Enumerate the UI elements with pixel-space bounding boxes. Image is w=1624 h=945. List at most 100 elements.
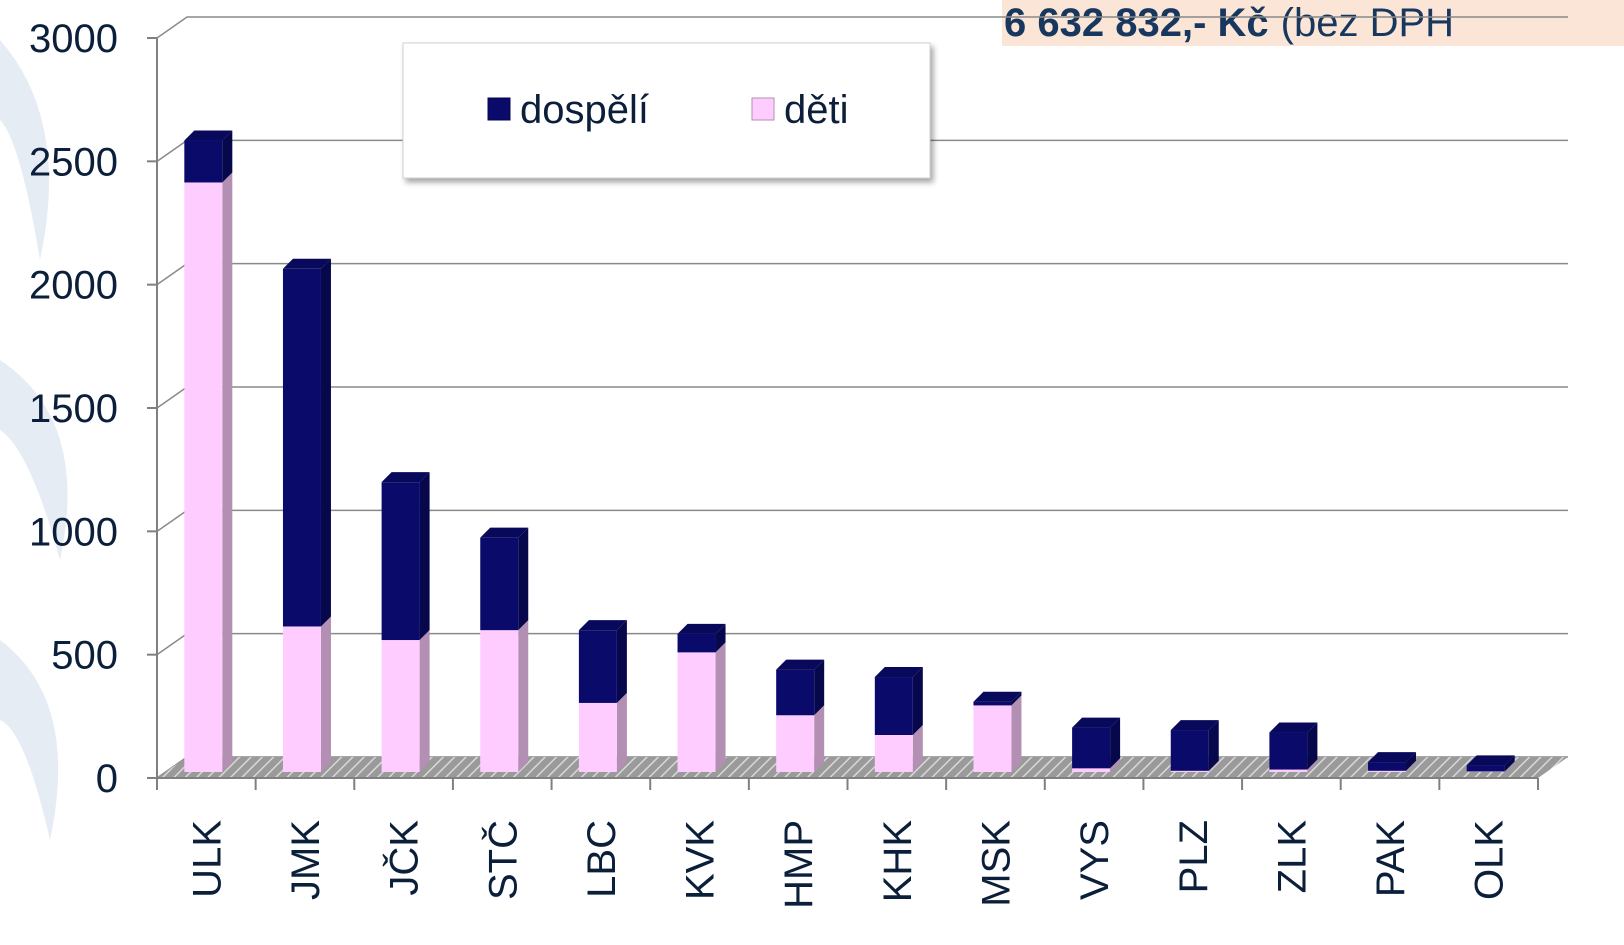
legend: dospělí děti [402,42,931,179]
bar-side [1504,755,1515,772]
bar [677,652,716,772]
bar-side [320,616,331,772]
grid-line [156,262,1568,286]
bar-side [912,667,923,735]
legend-swatch [487,97,511,121]
x-tick-label: HMP [777,820,821,909]
annotation: 6 632 832,- Kč (bez DPH [1004,1,1454,45]
bar-top [1170,720,1219,731]
bar [776,669,815,716]
bar [973,705,1012,772]
bar [1072,768,1111,772]
grid-line [156,509,1568,532]
bar-side [1406,752,1417,771]
bar [1466,765,1505,772]
bar-top [1072,717,1121,728]
bar-side [1307,759,1318,772]
bar [381,482,420,641]
x-tick-label: LBC [580,820,624,898]
bar [1072,727,1111,769]
bar [282,268,321,627]
annotation-bold: 6 632 832,- Kč [1004,1,1269,45]
bar-side [419,630,430,772]
bar [184,140,223,183]
floor [157,757,1568,778]
bar-side [1504,761,1515,772]
bar-side [616,692,627,772]
grid-line [156,16,1568,39]
bar [1368,770,1407,772]
y-tick-label: 500 [51,634,118,678]
x-tick-label: OLK [1468,820,1512,900]
bar [973,701,1012,706]
bar-side [715,623,726,653]
x-tick-label: ULK [185,820,229,898]
bar [1368,762,1407,771]
bar [874,677,913,735]
bar-top [973,691,1022,702]
bar [1269,769,1308,772]
x-tick-label: STČ [480,820,525,900]
x-tick-label: JMK [284,820,328,900]
bar [677,633,716,653]
background-decoration [0,40,68,840]
bar-side [715,642,726,772]
grid-line [156,632,1568,656]
bar [282,626,321,772]
bar [480,630,519,772]
x-tick-label: KVK [679,820,723,900]
bar-top [1269,722,1318,733]
bar-side [1208,760,1219,772]
axes: 0 500 1000 1500 2000 2500 3000 ULK JMK JČK STČ LBC K… [29,17,1539,909]
bar [874,735,913,772]
annotation-normal: (bez DPH [1281,1,1454,45]
bar [578,702,617,772]
bar [480,537,519,631]
bar [1170,770,1209,772]
bar-top [578,620,627,631]
bar [776,715,815,772]
bar-side [320,258,331,627]
bar-side [1110,758,1121,772]
bar-side [518,527,529,631]
bar-side [814,705,825,772]
bar-top [184,130,233,141]
bar-side [1307,722,1318,770]
legend-box [402,42,931,179]
y-tick-label: 2000 [29,264,118,308]
x-tick-label: ZLK [1270,820,1314,894]
bar-side [1011,695,1022,772]
bar [184,182,223,772]
bar-side [1208,720,1219,771]
bar-top [1368,752,1417,763]
bar-side [616,620,627,703]
y-tick-label: 1500 [29,387,118,431]
bar-side [222,130,233,183]
grid-line [156,386,1568,409]
legend-label: dospělí [520,88,649,132]
y-tick-label: 2500 [29,140,118,184]
bar-top [381,472,430,483]
bar-side [1406,760,1417,772]
bars [184,130,1515,772]
bar-top [677,623,726,634]
bar-side [419,472,430,641]
bar-side [222,172,233,772]
bar [1269,732,1308,770]
x-tick-label: KHK [876,820,920,903]
bar-side [912,725,923,772]
bar-side [518,620,529,772]
annotation-background [1002,0,1624,46]
bar-top [776,659,825,670]
x-tick-label: VYS [1073,820,1117,900]
y-tick-label: 1000 [29,510,118,554]
x-tick-label: JČK [382,820,427,896]
bar-top [1466,755,1515,766]
bar-top [282,258,331,269]
bar-top [874,667,923,678]
bar-top [480,527,529,538]
x-tick-label: PLZ [1172,820,1216,893]
legend-label: děti [784,88,849,132]
bar [381,640,420,772]
